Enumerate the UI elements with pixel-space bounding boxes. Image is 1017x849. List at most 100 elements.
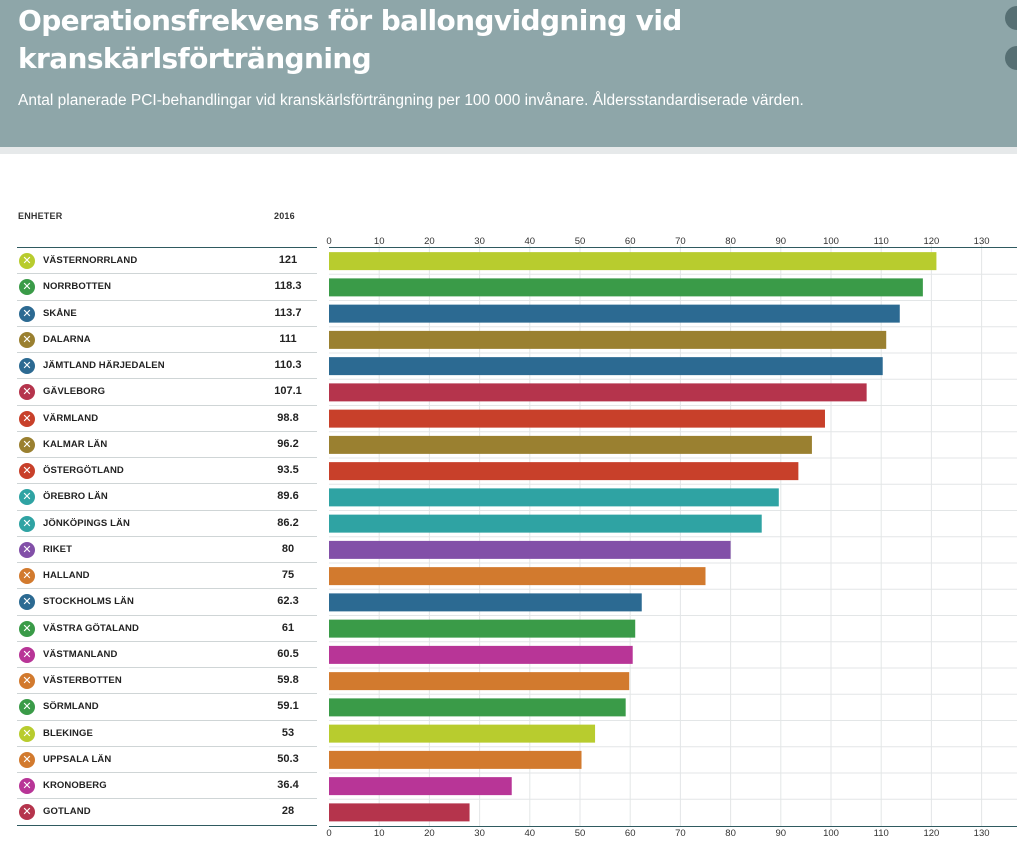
x-tick-label-top: 40 [525,236,536,247]
chart-title-line2: kranskärlsförträngning [18,42,372,75]
remove-icon[interactable]: ✕ [19,489,35,506]
remove-icon[interactable]: ✕ [19,541,35,558]
table-row[interactable]: ✕ VÄSTERNORRLAND 121 [17,248,317,275]
unit-value: 113.7 [274,306,302,319]
table-row[interactable]: ✕ GÄVLEBORG 107.1 [17,379,317,406]
remove-icon[interactable]: ✕ [19,725,35,742]
x-tick-label-top: 100 [823,236,839,247]
menu-toggle-bottom[interactable] [1005,46,1017,70]
bar-östergötland [329,462,799,481]
unit-value: 110.3 [274,359,302,371]
bar-gävleborg [329,383,867,402]
table-row[interactable]: ✕ BLEKINGE 53 [17,721,317,747]
remove-icon[interactable]: ✕ [19,751,35,768]
unit-value: 59.8 [277,674,299,686]
unit-value: 93.5 [277,464,299,476]
remove-icon[interactable]: ✕ [19,804,35,821]
table-row[interactable]: ✕ KALMAR LÄN 96.2 [17,432,317,458]
bar-jämtland-härjedalen [329,357,883,376]
table-row[interactable]: ✕ JÖNKÖPINGS LÄN 86.2 [17,511,317,537]
unit-value: 111 [279,332,297,345]
table-row[interactable]: ✕ SKÅNE 113.7 [17,301,317,327]
bar-gotland [329,803,470,822]
x-tick-label-bottom: 20 [424,828,435,839]
unit-value: 50.3 [277,752,299,765]
unit-name: GÄVLEBORG [43,386,106,398]
bar-västernorrland [329,252,937,271]
table-row[interactable]: ✕ VÄSTRA GÖTALAND 61 [17,616,317,642]
remove-icon[interactable]: ✕ [19,410,35,427]
remove-icon[interactable]: ✕ [19,305,35,322]
remove-icon[interactable]: ✕ [19,463,35,479]
table-top-rule [17,247,317,248]
table-row[interactable]: ✕ SÖRMLAND 59.1 [17,694,317,721]
x-tick-label-bottom: 90 [776,828,787,839]
unit-name: JÄMTLAND HÄRJEDALEN [43,360,165,371]
x-tick-label-bottom: 110 [874,828,889,839]
table-row[interactable]: ✕ HALLAND 75 [17,563,317,590]
table-row[interactable]: ✕ VÄSTMANLAND 60.5 [17,642,317,668]
unit-value: 59.1 [277,700,299,713]
table-row[interactable]: ✕ VÄRMLAND 98.8 [17,406,317,432]
table-row[interactable]: ✕ VÄSTERBOTTEN 59.8 [17,668,317,695]
table-row[interactable]: ✕ GOTLAND 28 [17,799,317,826]
table-row[interactable]: ✕ KRONOBERG 36.4 [17,773,317,800]
bar-jönköpings-län [329,514,762,533]
unit-value: 28 [281,805,295,818]
table-row[interactable]: ✕ ÖREBRO LÄN 89.6 [17,484,317,511]
unit-value: 98.8 [277,411,299,424]
chart-header: Operationsfrekvens för ballongvidgning v… [0,0,1017,147]
table-row[interactable]: ✕ JÄMTLAND HÄRJEDALEN 110.3 [17,353,317,380]
unit-value: 62.3 [277,595,299,608]
table-row[interactable]: ✕ DALARNA 111 [17,327,317,353]
units-column-header: ENHETER [18,211,63,221]
unit-name: GOTLAND [43,806,91,818]
x-tick-label-bottom: 70 [675,828,686,839]
remove-icon[interactable]: ✕ [19,568,35,584]
table-row[interactable]: ✕ ÖSTERGÖTLAND 93.5 [17,458,317,485]
unit-name: VÄSTMANLAND [43,648,118,660]
remove-icon[interactable]: ✕ [19,646,35,663]
remove-icon[interactable]: ✕ [19,358,35,374]
bar-västra-götaland [329,619,636,638]
table-row[interactable]: ✕ RIKET 80 [17,537,317,563]
chart-subtitle: Antal planerade PCI-behandlingar vid kra… [18,92,804,109]
bar-dalarna [329,330,887,349]
table-row[interactable]: ✕ STOCKHOLMS LÄN 62.3 [17,589,317,616]
x-tick-label-bottom: 50 [575,828,586,839]
remove-icon[interactable]: ✕ [19,699,35,716]
table-row[interactable]: ✕ UPPSALA LÄN 50.3 [17,747,317,773]
remove-icon[interactable]: ✕ [19,673,35,689]
table-row[interactable]: ✕ NORRBOTTEN 118.3 [17,274,317,301]
unit-value: 60.5 [277,647,299,660]
unit-name: KRONOBERG [43,780,107,791]
x-tick-label-bottom: 0 [326,828,331,839]
x-tick-label-top: 120 [923,236,939,247]
remove-icon[interactable]: ✕ [19,620,35,637]
x-tick-label-top: 70 [675,236,686,247]
year-column-header: 2016 [274,211,295,221]
unit-name: HALLAND [43,570,90,581]
remove-icon[interactable]: ✕ [19,515,35,532]
remove-icon[interactable]: ✕ [19,331,35,348]
x-tick-label-bottom: 80 [725,828,736,839]
remove-icon[interactable]: ✕ [19,253,35,269]
unit-name: VÄSTERBOTTEN [43,675,122,686]
unit-value: 121 [278,254,298,266]
unit-name: VÄRMLAND [43,412,99,424]
remove-icon[interactable]: ✕ [19,384,35,401]
unit-name: NORRBOTTEN [43,281,112,293]
bar-riket [329,540,731,559]
remove-icon[interactable]: ✕ [19,436,35,453]
x-tick-label-bottom: 40 [525,828,536,839]
unit-name: KALMAR LÄN [43,438,108,450]
remove-icon[interactable]: ✕ [19,279,35,296]
x-tick-label-bottom: 120 [923,828,939,839]
menu-toggle-top[interactable] [1005,6,1017,30]
bar-blekinge [329,724,596,743]
remove-icon[interactable]: ✕ [19,778,35,794]
header-divider [0,147,1017,154]
unit-value: 118.3 [274,280,302,293]
remove-icon[interactable]: ✕ [19,594,35,611]
